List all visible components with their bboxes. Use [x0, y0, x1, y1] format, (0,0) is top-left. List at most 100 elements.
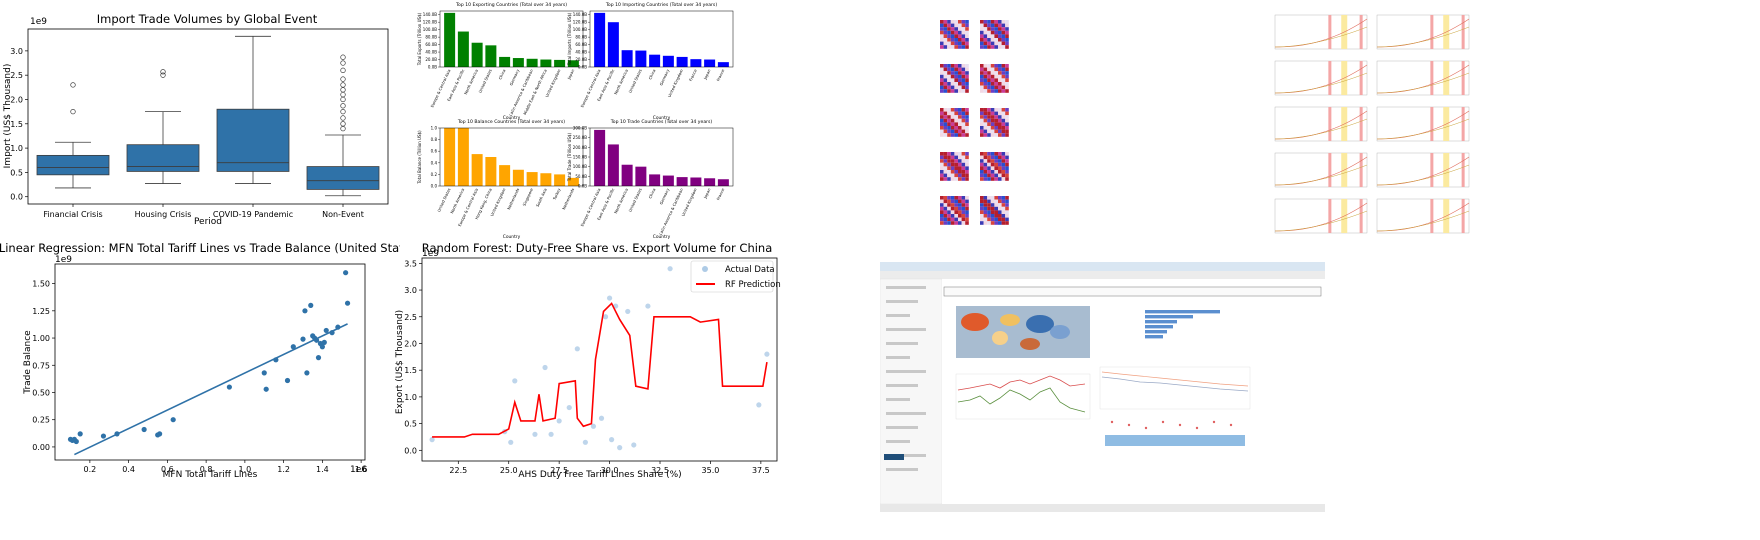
- trend-line: [1376, 164, 1470, 186]
- box-4: [306, 54, 380, 197]
- heatmap-cell: [1001, 34, 1006, 38]
- heatmap-cell: [990, 74, 995, 79]
- heatmap-cell: [1005, 89, 1009, 93]
- sidebar-line: [886, 398, 910, 401]
- event-band: [1359, 61, 1363, 95]
- heatmap-cell: [954, 82, 958, 86]
- thumb-frame: [1376, 60, 1470, 96]
- heatmap-cell: [958, 159, 962, 163]
- heatmap-cell: [950, 78, 955, 82]
- heatmap-cell: [950, 118, 955, 123]
- x-axis-label: AHS Duty Free Tariff Lines Share (%): [518, 470, 681, 480]
- heatmap-cell: [943, 129, 948, 134]
- heatmap-cell: [994, 118, 998, 123]
- heatmap-cell: [954, 85, 958, 90]
- y-tick-label: 3.0: [10, 47, 23, 56]
- scatter-point: [304, 370, 310, 376]
- heatmap-cell: [943, 89, 948, 93]
- heatmap-cell: [947, 152, 951, 156]
- heatmap-cell: [1005, 111, 1009, 116]
- heatmap-cell: [943, 199, 948, 204]
- heatmap-cell: [980, 166, 984, 170]
- heatmap-cell: [1001, 126, 1006, 130]
- heatmap-cell: [954, 203, 958, 207]
- y-tick-label: 20.0B: [575, 57, 587, 62]
- heatmap-cell: [947, 34, 951, 38]
- actual-data-point: [606, 295, 613, 301]
- heatmap-cell: [983, 41, 988, 46]
- chart-title: Top 10 Importing Countries (Total over 3…: [605, 2, 717, 8]
- heatmap-cell: [965, 206, 969, 211]
- heatmap-cell: [961, 118, 966, 123]
- x-tick-label: 32.5: [651, 466, 669, 475]
- y-tick-label: 0.0: [404, 446, 417, 455]
- heatmap-cell: [987, 199, 991, 204]
- x-tick-label: 0.8: [200, 465, 213, 474]
- heatmap-cell: [1001, 162, 1006, 167]
- x-axis-label: Country: [503, 115, 521, 121]
- heatmap-cell: [961, 173, 966, 178]
- heatmap-cell: [987, 27, 991, 31]
- y-axis-label: Total Trade (Trillion US$): [567, 132, 572, 182]
- heatmap-cell: [965, 78, 969, 82]
- heatmap-cell: [943, 126, 948, 130]
- heatmap-cell: [990, 108, 995, 112]
- heatmap-cell: [987, 173, 991, 178]
- plot-frame: [439, 127, 584, 187]
- sidebar-line: [886, 426, 918, 429]
- heatmap-cell: [950, 122, 955, 126]
- heatmap-cell: [943, 34, 948, 38]
- heatmap-cell: [958, 214, 962, 218]
- sidebar-line: [886, 314, 910, 317]
- heatmap-cell: [987, 23, 991, 28]
- bar: [676, 177, 688, 186]
- bar: [676, 56, 688, 67]
- heatmap-cell: [950, 45, 955, 49]
- heatmap-cell: [1005, 118, 1009, 123]
- heatmap-cell: [943, 210, 948, 214]
- heatmap-cell: [1005, 210, 1009, 214]
- heatmap-cell: [994, 89, 998, 93]
- heatmap-cell: [954, 23, 958, 28]
- heatmap-cell: [940, 217, 944, 222]
- heatmap-cell: [994, 166, 998, 170]
- heatmap-cell: [947, 221, 951, 225]
- x-tick-label: 37.5: [752, 466, 770, 475]
- chart-title: Top 10 Exporting Countries (Total over 3…: [455, 2, 567, 8]
- x-tick-label: China: [647, 187, 656, 199]
- trend-thumbnail: [1376, 198, 1470, 234]
- x-tick-label: Singapore: [521, 187, 534, 207]
- heatmap-cell: [950, 214, 955, 218]
- heatmap-cell: [1005, 155, 1009, 160]
- heatmap-cell: [961, 34, 966, 38]
- heatmap-cell: [950, 196, 955, 200]
- x-tick-label: China: [497, 68, 506, 80]
- heatmap-cell: [998, 122, 1002, 126]
- heatmap-cell: [983, 78, 988, 82]
- heatmap-cell: [983, 74, 988, 79]
- heatmap-cell: [990, 30, 995, 35]
- heatmap-cell: [950, 108, 955, 112]
- y-exponent: 1e9: [30, 17, 47, 27]
- heatmap-cell: [983, 159, 988, 163]
- heatmap-cell: [1001, 210, 1006, 214]
- heatmap-cell: [965, 67, 969, 72]
- heatmap-cell: [987, 82, 991, 86]
- heatmap-cell: [990, 23, 995, 28]
- heatmap-cell: [990, 170, 995, 174]
- heatmap-cell: [994, 196, 998, 200]
- heatmap-cell: [1005, 27, 1009, 31]
- heatmap-cell: [950, 115, 955, 119]
- heatmap-cell: [998, 27, 1002, 31]
- actual-data-point: [566, 404, 572, 411]
- y-tick-label: 0.00: [32, 443, 50, 452]
- heatmap-cell: [947, 170, 951, 174]
- heatmap-cell: [954, 214, 958, 218]
- heatmap-cell: [998, 210, 1002, 214]
- heatmap-cell: [954, 30, 958, 35]
- heatmap-cell: [994, 203, 998, 207]
- regression-line: [74, 323, 348, 456]
- x-tick-label: China: [647, 68, 656, 80]
- heatmap-cell: [943, 67, 948, 72]
- trend-line: [1274, 210, 1368, 232]
